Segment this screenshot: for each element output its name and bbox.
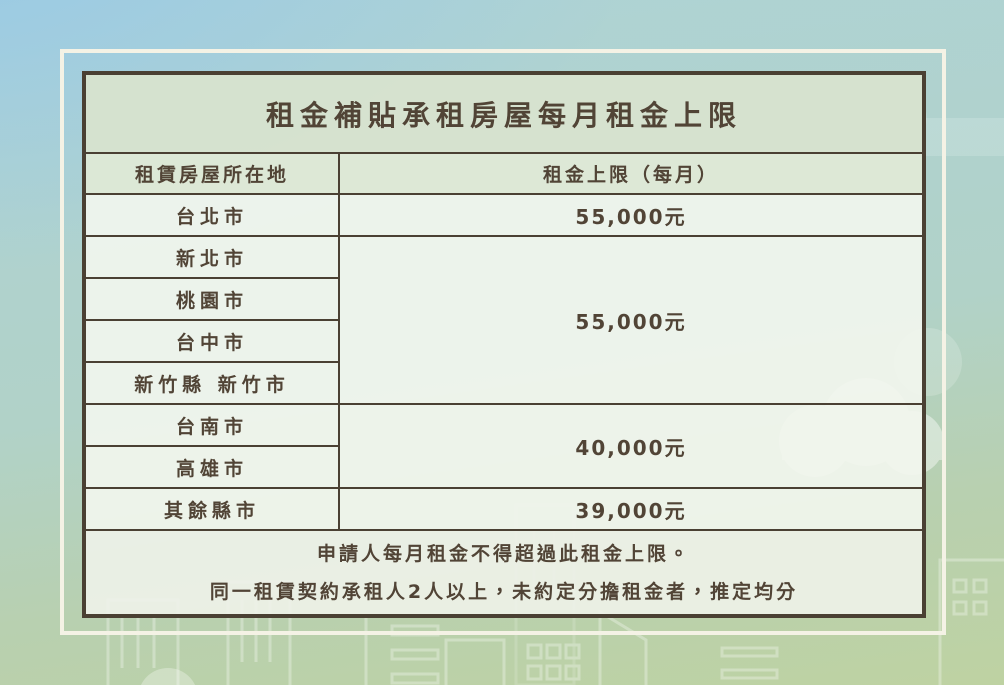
location-cell-hsinchu: 新竹縣 新竹市 — [83, 361, 340, 405]
cap-cell-other-counties: 39,000元 — [337, 487, 926, 531]
location-cell-new-taipei: 新北市 — [83, 235, 340, 279]
decorative-frame — [60, 49, 946, 635]
cap-cell-taipei: 55,000元 — [337, 193, 926, 237]
footnote-line-1: 申請人每月租金不得超過此租金上限。 — [317, 542, 692, 565]
location-cell-taipei: 台北市 — [83, 193, 340, 237]
column-header-location: 租賃房屋所在地 — [83, 152, 340, 195]
location-cell-taichung: 台中市 — [83, 319, 340, 363]
location-cell-taoyuan: 桃園市 — [83, 277, 340, 321]
location-cell-tainan: 台南市 — [83, 403, 340, 447]
footnote-cell: 申請人每月租金不得超過此租金上限。 同一租賃契約承租人2人以上，未約定分擔租金者… — [82, 529, 926, 617]
rent-cap-table: 租金補貼承租房屋每月租金上限 租賃房屋所在地 租金上限（每月） 台北市 55,0… — [82, 71, 927, 618]
table-title: 租金補貼承租房屋每月租金上限 — [82, 72, 926, 154]
cap-cell-southern-cities: 40,000元 — [337, 403, 926, 489]
footnote-line-2: 同一租賃契約承租人2人以上，未約定分擔租金者，推定均分 — [209, 580, 799, 603]
column-header-cap: 租金上限（每月） — [337, 152, 926, 195]
cap-cell-northern-cities: 55,000元 — [337, 235, 926, 405]
location-cell-other-counties: 其餘縣市 — [83, 487, 340, 531]
location-cell-kaohsiung: 高雄市 — [83, 445, 340, 489]
